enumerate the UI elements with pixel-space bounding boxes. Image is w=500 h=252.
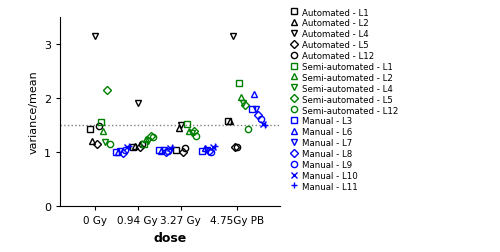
- Legend: Automated - L1, Automated - L2, Automated - L4, Automated - L5, Automated - L12,: Automated - L1, Automated - L2, Automate…: [285, 5, 402, 195]
- X-axis label: dose: dose: [154, 231, 186, 244]
- Y-axis label: variance/mean: variance/mean: [28, 70, 38, 154]
